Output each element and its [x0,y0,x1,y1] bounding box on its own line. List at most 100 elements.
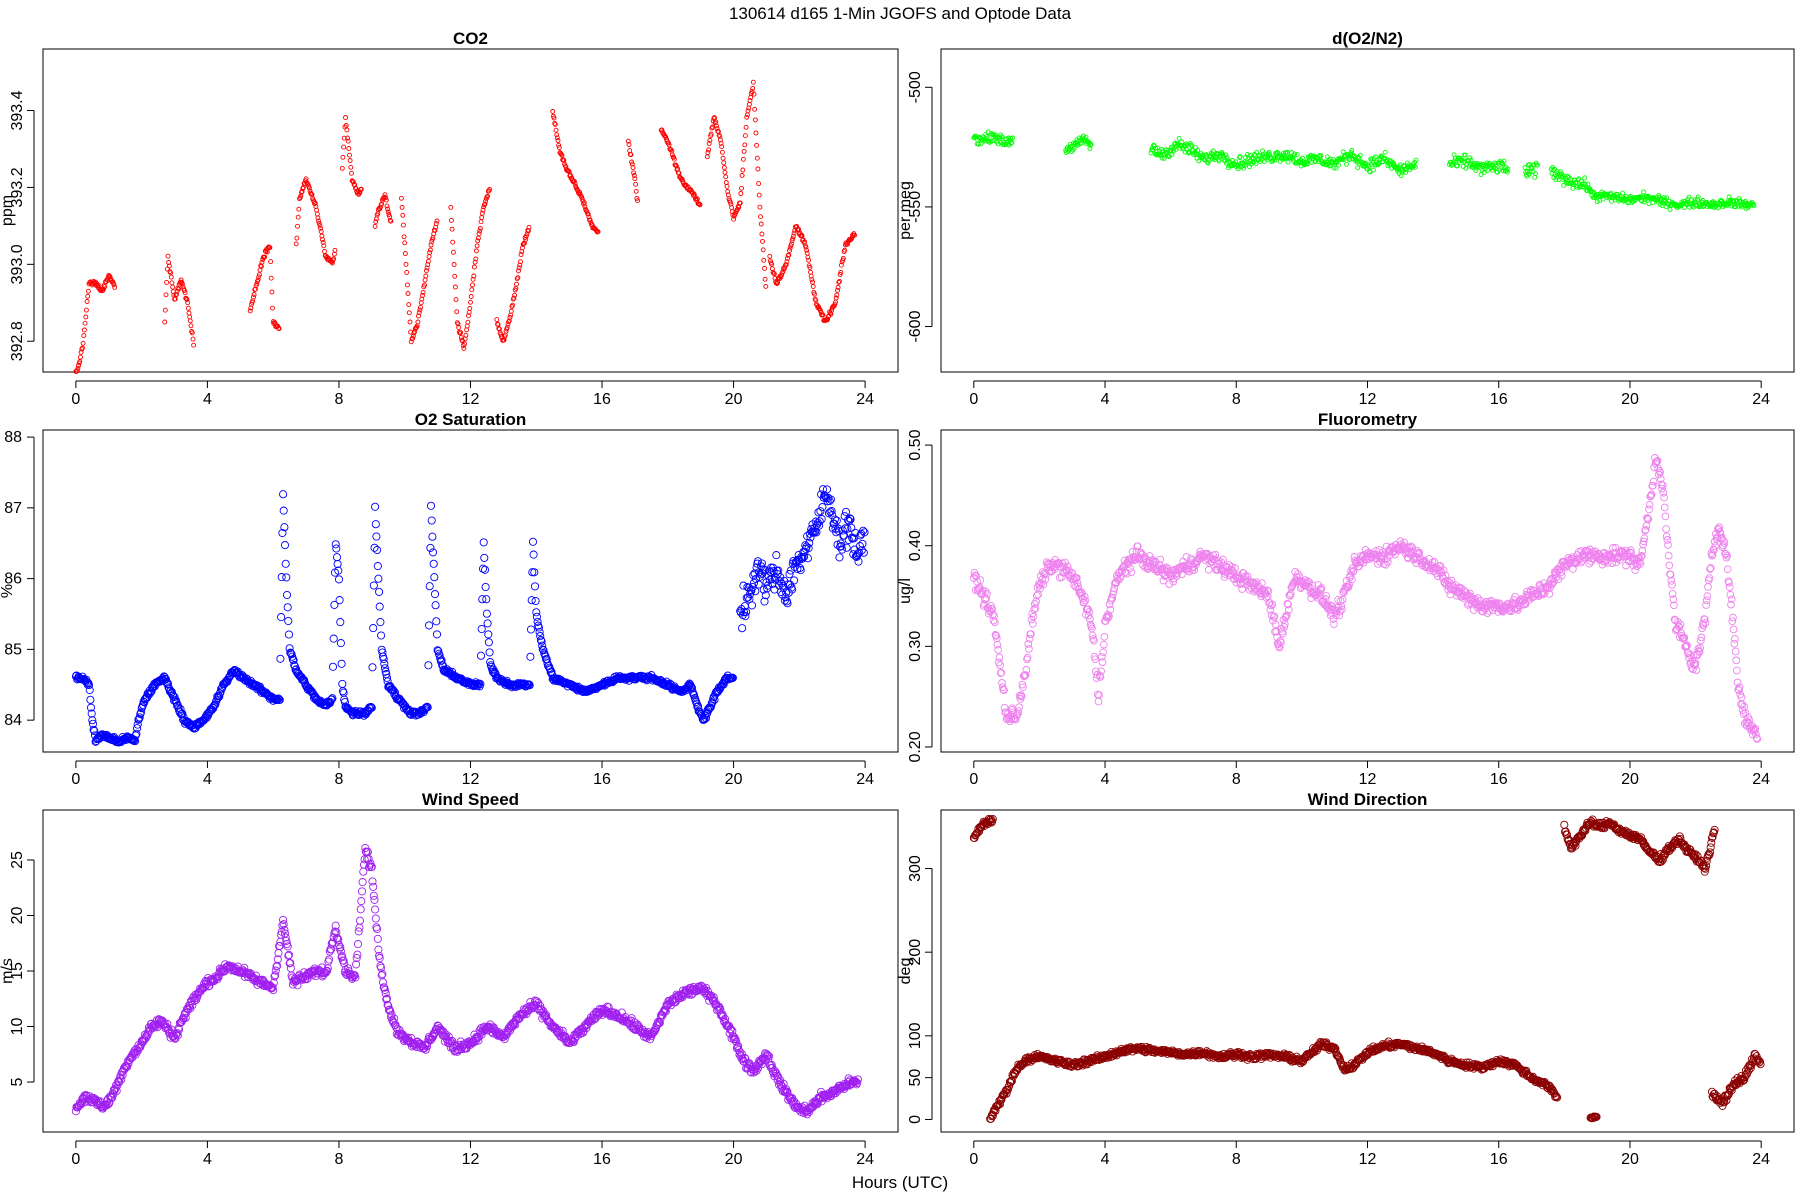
data-point [1473,168,1479,173]
data-point [479,210,485,216]
data-point [1372,154,1378,160]
data-point [294,235,300,241]
data-point [90,726,99,736]
data-point [164,279,170,285]
data-point [850,232,856,238]
data-point [1664,195,1670,201]
data-point [356,905,365,914]
data-point [306,185,312,191]
data-point [130,735,139,744]
data-point [1729,625,1738,634]
data-point [514,281,519,287]
data-point [512,292,518,298]
data-point [337,659,346,668]
data-point [78,349,84,355]
data-point [692,193,698,199]
data-point [1641,199,1647,205]
data-point [432,228,438,233]
data-point [406,310,412,316]
data-point [790,236,796,242]
data-point [838,269,844,275]
x-tick-label: 0 [969,771,978,788]
data-point [572,181,578,187]
data-point [432,617,441,626]
data-point [1660,493,1668,502]
data-point [1200,152,1206,158]
x-tick-label: 12 [462,1151,480,1168]
data-point [1179,139,1185,145]
data-point [374,574,383,583]
data-point [754,142,760,148]
panel-title: CO2 [453,29,488,48]
data-point [1176,142,1181,148]
data-point [784,259,790,265]
data-point [585,211,591,217]
data-point [805,254,811,260]
data-point [791,230,797,236]
data-point [358,878,367,887]
data-point [373,219,379,225]
data-point [720,155,726,161]
data-point [276,654,285,663]
data-point [736,204,742,210]
data-point [478,219,484,225]
data-point [418,304,423,310]
data-point [714,126,720,132]
data-point [530,582,540,591]
data-point [472,259,478,265]
x-tick-label: 24 [1752,391,1770,408]
data-point [706,141,712,146]
data-point [377,631,386,640]
data-point [1025,645,1033,653]
y-tick-label: 25 [9,851,26,869]
data-point [349,178,355,184]
data-point [990,618,999,627]
plot-frame [940,48,1795,373]
data-point [81,333,87,339]
data-point [838,262,844,268]
y-tick-label: -500 [907,71,924,103]
data-point [1370,167,1376,173]
data-point [1477,161,1483,167]
data-point [506,318,512,324]
data-point [1662,525,1670,533]
data-point [1533,171,1538,177]
data-point [402,251,408,256]
data-point [86,695,95,704]
data-point [582,204,588,209]
data-point [428,242,434,248]
data-point [431,601,440,610]
data-point [696,201,702,207]
data-point [485,193,491,199]
data-point [759,231,765,237]
data-point [162,319,168,325]
x-tick-label: 4 [203,391,212,408]
data-point [818,503,827,512]
data-point [1523,169,1529,175]
data-point [697,202,703,208]
data-point [718,140,724,146]
data-point [277,613,286,622]
data-point [477,225,483,231]
data-point [426,254,432,259]
data-point [479,215,485,220]
data-point [518,259,523,265]
data-point [452,273,458,279]
data-point [837,278,842,284]
data-point [451,262,457,267]
data-point [368,663,377,672]
y-axis-label: % [0,584,16,598]
data-point [560,157,566,163]
data-point [787,248,792,254]
data-point [424,661,433,670]
data-point [1331,165,1337,171]
data-point [803,244,809,250]
data-point [1336,162,1342,168]
data-point [631,170,637,176]
data-point [799,233,805,238]
data-point [1224,155,1230,161]
data-point [1196,158,1202,164]
data-point [416,310,422,316]
data-point [471,273,477,279]
